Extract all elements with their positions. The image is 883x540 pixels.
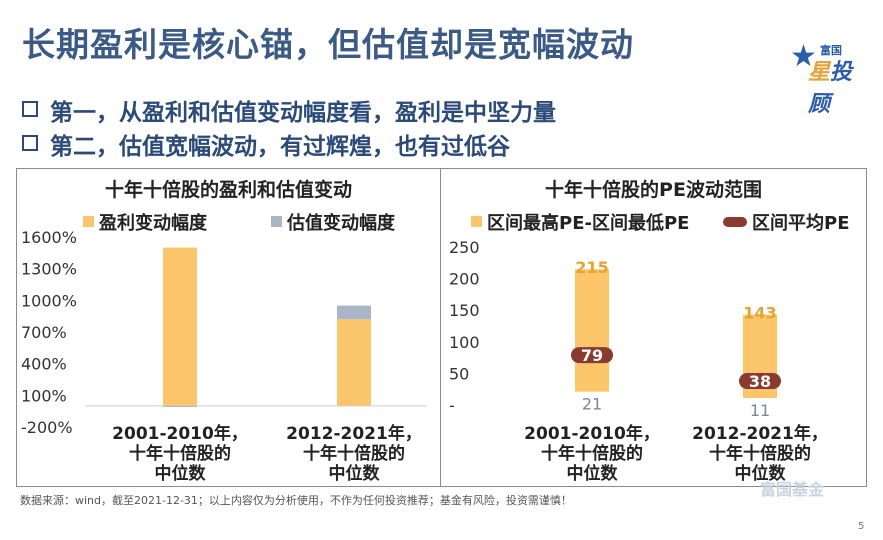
- y-tick-label: 1300%: [21, 260, 77, 279]
- y-tick-label: 1000%: [21, 291, 77, 310]
- y-tick-label: 50: [449, 364, 469, 383]
- star-icon: ★: [790, 39, 817, 74]
- y-tick-label: -: [449, 396, 455, 415]
- chart-title: 十年十倍股的盈利和估值变动: [104, 179, 352, 201]
- x-category-label: 中位数: [735, 463, 787, 484]
- bullet-1: 第一，从盈利和估值变动幅度看，盈利是中坚力量: [22, 93, 556, 127]
- brand-logo: ★ 富国 星投顾: [790, 39, 870, 118]
- pe-high-label: 143: [743, 304, 776, 323]
- y-tick-label: 400%: [21, 355, 67, 374]
- earnings-bar: [163, 247, 197, 406]
- x-category-label: 中位数: [155, 463, 207, 484]
- x-category-label: 中位数: [329, 463, 381, 484]
- y-tick-label: 150: [449, 301, 480, 320]
- x-category-label: 2001-2010年，: [524, 423, 660, 444]
- logo-top-text: 富国: [820, 44, 842, 57]
- y-tick-label: 250: [449, 238, 480, 257]
- x-category-label: 2012-2021年，: [692, 423, 828, 444]
- pe-average-marker: [739, 372, 781, 389]
- legend-pe-range: 区间最高PE-区间最低PE: [471, 209, 689, 235]
- watermark-text: 富国基金: [760, 480, 825, 499]
- pe-range-bar: [575, 269, 609, 392]
- legend-valuation: 估值变动幅度: [271, 209, 395, 235]
- bullet-2: 第二，估值宽幅波动，有过辉煌，也有过低谷: [22, 127, 510, 161]
- y-tick-label: -200%: [21, 418, 73, 437]
- pe-range-chart: 25020015010050-21521792001-2010年，十年十倍股的中…: [449, 238, 828, 484]
- earnings-valuation-chart: 1600% 1300% 1000% 700% 400% 100% -200% 2001-201…: [21, 228, 427, 484]
- pe-average-label: 38: [749, 372, 771, 391]
- x-category-label: 2001-2010年，: [112, 423, 248, 444]
- y-tick-label: 1600%: [21, 228, 77, 247]
- x-category-label: 中位数: [567, 463, 619, 484]
- legend-swatch: [271, 216, 282, 227]
- page-title: 长期盈利是核心锚，但估值却是宽幅波动: [22, 25, 634, 64]
- earnings-valuation-panel: 十年十倍股的盈利和估值变动 盈利变动幅度 估值变动幅度 1600% 1300% 10…: [16, 168, 441, 487]
- checkbox-square-icon: [22, 135, 38, 151]
- x-category-label: 2012-2021年，: [286, 423, 422, 444]
- x-category-label: 十年十倍股的: [129, 443, 231, 464]
- x-category-label: 十年十倍股的: [541, 443, 643, 464]
- earnings-bar: [337, 319, 371, 406]
- x-category-label: 十年十倍股的: [709, 443, 811, 464]
- y-tick-label: 200: [449, 270, 480, 289]
- y-tick-label: 700%: [21, 323, 67, 342]
- pe-low-label: 21: [582, 395, 602, 414]
- pe-range-panel: 十年十倍股的PE波动范围 区间最高PE-区间最低PE 区间平均PE 250 200…: [440, 168, 867, 487]
- logo-main-text: 星投顾: [808, 60, 853, 117]
- checkbox-square-icon: [22, 101, 38, 117]
- legend-swatch: [471, 216, 482, 227]
- bullet-1-text: 第一，从盈利和估值变动幅度看，盈利是中坚力量: [50, 100, 556, 126]
- pe-high-label: 215: [575, 258, 608, 277]
- data-source-note: 数据来源：wind，截至2021-12-31；以上内容仅为分析使用，不作为任何投…: [20, 494, 572, 507]
- valuation-bar: [337, 305, 371, 320]
- legend-swatch: [723, 217, 747, 227]
- x-category-label: 十年十倍股的: [303, 443, 405, 464]
- pe-average-label: 79: [581, 346, 603, 365]
- y-tick-label: 100%: [21, 386, 67, 405]
- chart-title: 十年十倍股的PE波动范围: [545, 179, 762, 201]
- page-number: 5: [858, 521, 865, 532]
- valuation-bar: [163, 405, 197, 407]
- y-tick-label: 100: [449, 333, 480, 352]
- legend-swatch: [83, 216, 94, 227]
- legend-pe-avg: 区间平均PE: [723, 209, 850, 235]
- pe-average-marker: [571, 347, 613, 364]
- pe-low-label: 11: [750, 401, 770, 420]
- legend-earnings: 盈利变动幅度: [83, 209, 207, 235]
- bullet-2-text: 第二，估值宽幅波动，有过辉煌，也有过低谷: [50, 134, 510, 160]
